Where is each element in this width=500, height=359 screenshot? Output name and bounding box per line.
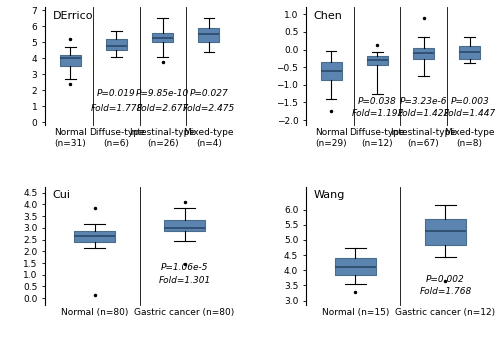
Text: Fold=1.301: Fold=1.301 bbox=[158, 276, 210, 285]
PathPatch shape bbox=[106, 39, 127, 50]
Text: P=0.038: P=0.038 bbox=[358, 97, 397, 106]
Text: Fold=1.778: Fold=1.778 bbox=[90, 104, 142, 113]
PathPatch shape bbox=[425, 219, 466, 244]
Text: Wang: Wang bbox=[314, 191, 345, 200]
Text: Fold=1.422: Fold=1.422 bbox=[398, 109, 450, 118]
Text: Chen: Chen bbox=[314, 11, 342, 21]
PathPatch shape bbox=[164, 220, 205, 232]
Text: Fold=2.475: Fold=2.475 bbox=[182, 104, 235, 113]
PathPatch shape bbox=[460, 46, 480, 60]
Text: P=1.06e-5: P=1.06e-5 bbox=[161, 264, 208, 272]
PathPatch shape bbox=[152, 33, 173, 42]
Text: P=0.019: P=0.019 bbox=[97, 89, 136, 98]
PathPatch shape bbox=[321, 62, 342, 80]
PathPatch shape bbox=[413, 48, 434, 60]
Text: P=0.003: P=0.003 bbox=[450, 97, 489, 106]
PathPatch shape bbox=[335, 258, 376, 275]
Text: Fold=1.768: Fold=1.768 bbox=[420, 287, 472, 296]
Text: P=9.85e-10: P=9.85e-10 bbox=[136, 89, 189, 98]
Text: Cui: Cui bbox=[52, 191, 70, 200]
Text: DErrico: DErrico bbox=[52, 11, 93, 21]
Text: Fold=2.677: Fold=2.677 bbox=[136, 104, 188, 113]
Text: Fold=1.192: Fold=1.192 bbox=[352, 109, 404, 118]
PathPatch shape bbox=[198, 28, 219, 42]
Text: P=0.002: P=0.002 bbox=[426, 275, 465, 284]
Text: Fold=1.447: Fold=1.447 bbox=[444, 109, 496, 118]
Text: P=3.23e-6: P=3.23e-6 bbox=[400, 97, 448, 106]
PathPatch shape bbox=[60, 55, 80, 66]
PathPatch shape bbox=[74, 232, 115, 242]
Text: P=0.027: P=0.027 bbox=[190, 89, 228, 98]
PathPatch shape bbox=[367, 56, 388, 65]
